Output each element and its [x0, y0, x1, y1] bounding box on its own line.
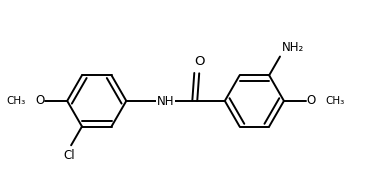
Text: CH₃: CH₃ — [7, 96, 26, 106]
Text: O: O — [194, 55, 204, 68]
Text: NH₂: NH₂ — [282, 41, 304, 53]
Text: O: O — [35, 94, 45, 107]
Text: Cl: Cl — [63, 149, 75, 162]
Text: NH: NH — [157, 95, 174, 108]
Text: CH₃: CH₃ — [325, 96, 344, 106]
Text: O: O — [307, 94, 316, 107]
